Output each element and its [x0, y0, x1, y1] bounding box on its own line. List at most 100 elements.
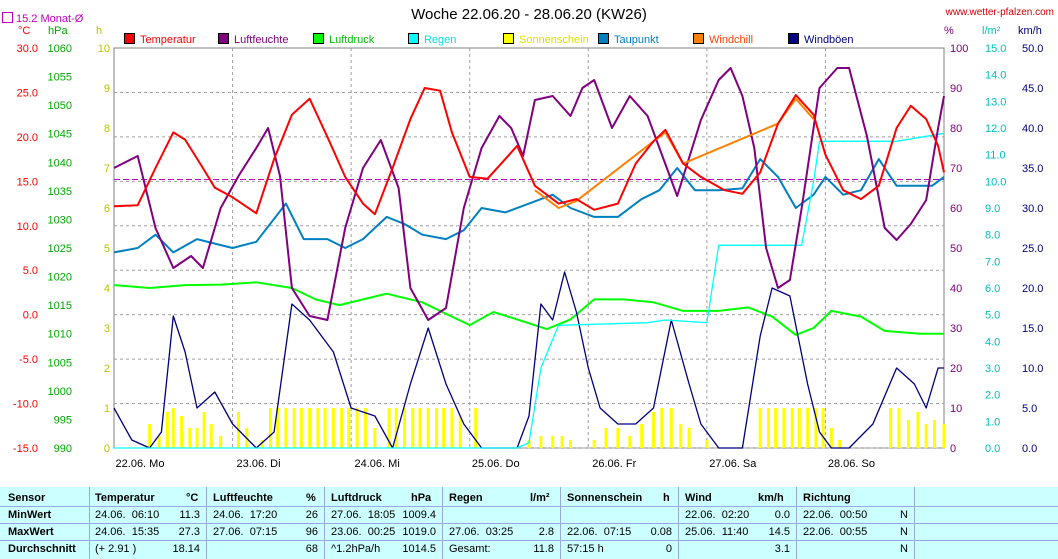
table-cell-rain-v: 11.8	[533, 543, 554, 555]
sunshine-bar	[180, 416, 184, 448]
legend-swatch-windboeen	[788, 33, 799, 44]
month-average-swatch	[2, 12, 13, 23]
sunshine-bar	[260, 440, 264, 448]
x-tick-label: 25.06. Do	[472, 458, 520, 470]
humidity-unit: %	[944, 25, 954, 37]
wind-tick-label: 15.0	[1022, 323, 1043, 335]
row-label: MinWert	[8, 509, 52, 521]
sunshine-bar	[906, 420, 910, 448]
temp-tick-label: 15.0	[17, 176, 38, 188]
header-pressure: Luftdruck	[331, 492, 382, 504]
temp-tick-label: -5.0	[19, 354, 38, 366]
temp-tick-label: 30.0	[17, 43, 38, 55]
humidity-tick-label: 50	[950, 243, 962, 255]
wind-tick-label: 45.0	[1022, 83, 1043, 95]
sun-tick-label: 0	[104, 443, 110, 455]
sunshine-bar	[418, 408, 422, 448]
pressure-tick-label: 990	[54, 443, 72, 455]
pressure-unit: hPa	[48, 25, 68, 37]
temp-unit: °C	[18, 25, 31, 37]
sunshine-bar	[897, 408, 901, 448]
sun-tick-label: 10	[98, 43, 110, 55]
header-rain-unit: l/m²	[530, 492, 550, 504]
humidity-tick-label: 40	[950, 283, 962, 295]
x-tick-label: 23.06. Di	[237, 458, 281, 470]
x-tick-label: 27.06. Sa	[709, 458, 757, 470]
rain-tick-label: 11.0	[985, 150, 1006, 162]
sunshine-bar	[276, 408, 280, 448]
rain-tick-label: 2.0	[985, 390, 1000, 402]
rain-tick-label: 14.0	[985, 70, 1006, 82]
sunshine-bar	[652, 412, 655, 448]
sunshine-bar	[942, 424, 946, 448]
sunshine-bar	[560, 436, 564, 448]
sunshine-bar	[373, 428, 377, 448]
table-cell-sun-v: 0	[665, 543, 672, 555]
sunshine-bar	[403, 408, 406, 448]
wind-unit: km/h	[1018, 25, 1042, 37]
header-wind: Wind	[685, 492, 712, 504]
sunshine-bar	[442, 408, 446, 448]
series-line-taupunkt	[113, 158, 945, 254]
pressure-tick-label: 1015	[48, 300, 72, 312]
sunshine-bar	[269, 408, 273, 448]
table-cell-temp-v: 27.3	[178, 526, 200, 538]
legend-swatch-temperatur	[124, 33, 135, 44]
pressure-tick-label: 1050	[48, 100, 72, 112]
sunshine-bar	[616, 428, 620, 448]
series-line-temperatur	[113, 87, 945, 216]
sun-tick-label: 9	[104, 83, 110, 95]
temp-tick-label: -10.0	[13, 399, 38, 411]
rain-tick-label: 12.0	[985, 123, 1006, 135]
sunshine-bar	[829, 428, 833, 448]
table-cell-press-t: 27.06. 18:05	[331, 509, 396, 521]
sunshine-bar	[679, 424, 683, 448]
legend-label-luftfeuchte: Luftfeuchte	[234, 34, 289, 46]
wind-tick-label: 0.0	[1022, 443, 1037, 455]
temp-tick-label: 25.0	[17, 87, 38, 99]
table-cell-temp-t: 24.06. 06:10	[95, 509, 160, 521]
legend-label-regen: Regen	[424, 34, 457, 46]
header-humidity: Luftfeuchte	[213, 492, 273, 504]
sunshine-bar	[838, 440, 842, 448]
table-cell-sun-t: 22.06. 07:15	[567, 526, 632, 538]
table-cell-wind-t: 22.06. 02:20	[685, 509, 750, 521]
header-direction: Richtung	[803, 492, 851, 504]
sunshine-bar	[758, 408, 762, 448]
rain-tick-label: 6.0	[985, 283, 1000, 295]
rain-tick-label: 4.0	[985, 336, 1000, 348]
rain-tick-label: 0.0	[985, 443, 1000, 455]
series-line-windchill	[534, 97, 815, 209]
sunshine-bar	[782, 408, 786, 448]
table-cell-dir-v: N	[900, 509, 908, 521]
sunshine-bar	[592, 440, 596, 448]
row-label: Durchschnitt	[8, 543, 76, 555]
legend-swatch-sonnenschein	[503, 33, 514, 44]
header-wind-unit: km/h	[758, 492, 784, 504]
sunshine-bar	[933, 420, 937, 448]
site-link[interactable]: www.wetter-pfalzen.com	[945, 7, 1054, 18]
wind-tick-label: 25.0	[1022, 243, 1043, 255]
humidity-tick-label: 90	[950, 83, 962, 95]
sunshine-bar	[821, 408, 825, 448]
sunshine-bar	[814, 408, 818, 448]
table-cell-dir-v: N	[900, 543, 908, 555]
legend-label-windchill: Windchill	[709, 34, 754, 46]
series-line-luftfeuchte	[113, 67, 945, 321]
pressure-tick-label: 1010	[48, 329, 72, 341]
sunshine-bar	[435, 408, 439, 448]
humidity-tick-label: 60	[950, 203, 962, 215]
sunshine-bar	[806, 408, 810, 448]
sun-tick-label: 1	[104, 403, 110, 415]
sun-tick-label: 5	[104, 243, 110, 255]
sunshine-bar	[774, 408, 778, 448]
table-cell-temp-t: (+ 2.91 )	[95, 543, 137, 555]
temp-tick-label: 5.0	[23, 265, 38, 277]
sunshine-bar	[355, 408, 359, 448]
table-cell-hum-t: 27.06. 07:15	[213, 526, 278, 538]
sunshine-bar	[474, 408, 478, 448]
temp-tick-label: -15.0	[13, 443, 38, 455]
table-cell-dir-t: 22.06. 00:55	[803, 526, 868, 538]
sunshine-bar	[669, 408, 673, 448]
sunshine-bar	[889, 408, 893, 448]
